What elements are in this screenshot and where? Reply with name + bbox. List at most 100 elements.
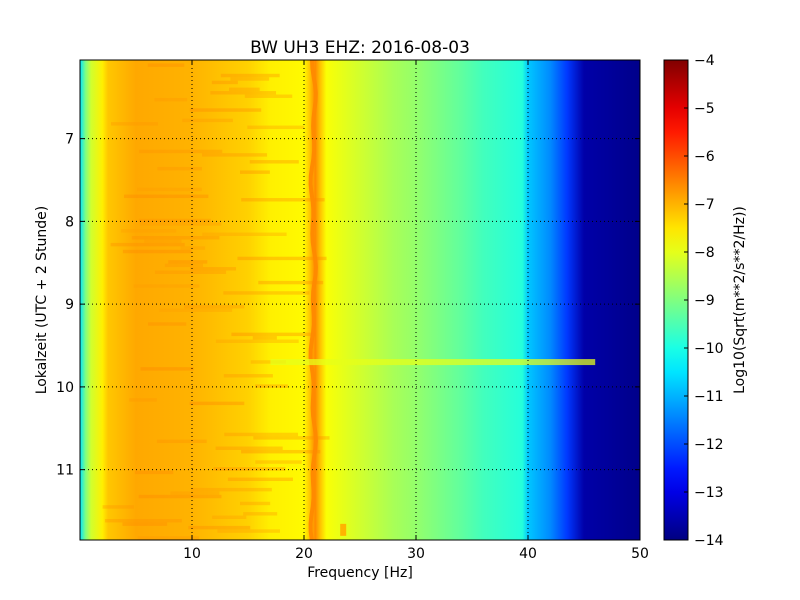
x-axis: 10 20 30 40 50	[183, 60, 649, 562]
colorbar-tick-label: −9	[694, 293, 715, 309]
spectrogram-row	[138, 149, 223, 154]
spectrogram-row	[215, 446, 283, 450]
spectrogram-row	[189, 108, 262, 112]
spectrogram-row	[157, 166, 202, 171]
colorbar-tick-label: −13	[694, 485, 724, 501]
spectrogram-row	[140, 367, 194, 371]
x-tick-label: 40	[519, 546, 537, 562]
spectrogram-row	[244, 94, 293, 98]
spectrogram-row	[255, 460, 302, 464]
spectrogram-row	[223, 291, 310, 295]
spectrogram-row	[253, 436, 330, 440]
spectrogram-row	[122, 249, 192, 254]
spectrogram-row	[120, 229, 177, 233]
spectrogram-row	[211, 80, 238, 85]
spectrogram-row	[137, 536, 200, 540]
spectrogram-row	[134, 470, 174, 475]
spectrogram-row	[190, 267, 237, 271]
spectrogram-row	[170, 491, 220, 495]
y-tick-label: 11	[56, 463, 74, 479]
y-axis: 7 8 9 10 11	[56, 132, 640, 479]
spectrogram-row	[139, 222, 222, 226]
spectrogram-base	[80, 60, 640, 540]
spectrogram-row	[240, 170, 270, 174]
spectral-line	[308, 60, 318, 540]
y-tick-label: 7	[65, 132, 74, 148]
chart-title: BW UH3 EHZ: 2016-08-03	[250, 38, 470, 58]
spectrogram-row	[124, 194, 209, 199]
spectrogram-row	[239, 501, 271, 506]
broadband-event	[270, 359, 596, 366]
spectrogram-row	[247, 125, 305, 130]
spectrogram-row	[110, 242, 185, 247]
spectral-features	[270, 60, 596, 540]
x-axis-label: Frequency [Hz]	[307, 565, 413, 581]
spectrogram-row	[164, 263, 204, 268]
spectrogram-row	[182, 118, 233, 123]
spectrogram-row	[215, 339, 299, 343]
spectrogram-row	[133, 284, 200, 288]
spectrogram-row	[129, 398, 157, 402]
spectrogram-row	[249, 160, 299, 164]
plot-area	[80, 60, 640, 540]
colorbar-ticks: −4 −5 −6 −7 −8 −9 −10 −11 −12 −13 −14	[684, 53, 724, 549]
colorbar-label: Log10(Sqrt(m**2/s**2/Hz))	[732, 206, 748, 394]
x-tick-label: 30	[407, 546, 425, 562]
x-tick-label: 50	[631, 546, 649, 562]
colorbar-tick-label: −5	[694, 101, 715, 117]
spectrogram-row	[188, 525, 251, 530]
late-spectral-line	[340, 523, 347, 536]
spectrogram-row	[144, 239, 182, 243]
colorbar-tick-label: −4	[694, 53, 715, 69]
colorbar-tick-label: −8	[694, 245, 715, 261]
spectrogram-row	[210, 91, 277, 95]
spectrogram-row	[148, 322, 187, 326]
spectrogram-row	[138, 494, 222, 499]
spectrogram-row	[213, 467, 286, 471]
grid-lines	[80, 60, 640, 540]
spectrogram-row	[102, 505, 134, 509]
spectrogram-row	[159, 308, 233, 312]
spectrogram-row	[190, 487, 272, 492]
spectrogram-row	[138, 218, 211, 223]
y-axis-label: Lokalzeit (UTC + 2 Stunde)	[34, 206, 50, 395]
spectrogram-row	[136, 187, 202, 192]
spectrogram-row	[212, 515, 247, 519]
spectrogram-row	[241, 449, 321, 454]
colorbar-tick-label: −10	[694, 341, 724, 357]
spectrogram-row	[147, 63, 185, 67]
colorbar-tick-label: −7	[694, 197, 715, 213]
y-tick-label: 10	[56, 380, 74, 396]
time-rows	[102, 63, 330, 540]
spectrogram-row	[241, 198, 325, 202]
spectrogram-row	[258, 280, 324, 285]
spectrogram-row	[180, 246, 206, 250]
spectrogram-row	[104, 518, 182, 523]
colorbar: −4 −5 −6 −7 −8 −9 −10 −11 −12 −13 −14 Log10(Sqrt(m…	[663, 53, 748, 549]
spectrogram-row	[131, 236, 220, 240]
spectrogram-row	[255, 384, 288, 388]
spectrogram-row	[250, 360, 286, 364]
spectrogram-row	[168, 260, 208, 264]
spectrogram-row	[227, 477, 293, 482]
spectrogram-row	[231, 332, 316, 337]
spectrogram-row	[220, 73, 280, 78]
x-tick-label: 10	[183, 546, 201, 562]
spectrogram-row	[243, 512, 278, 516]
spectrogram-row	[156, 439, 207, 444]
spectrogram-row	[111, 122, 158, 126]
spectrogram-row	[252, 336, 277, 340]
spectrogram-row	[184, 305, 245, 309]
spectrogram-row	[122, 522, 168, 526]
spectrogram-row	[237, 256, 327, 261]
spectrogram-row	[229, 87, 260, 92]
x-tick-label: 20	[295, 546, 313, 562]
spectrogram-row	[202, 232, 287, 237]
y-tick-label: 8	[65, 214, 74, 230]
spectrogram-row	[189, 401, 245, 406]
spectrogram-row	[154, 97, 188, 102]
spectrogram-row	[154, 270, 227, 274]
plot-frame	[79, 59, 641, 541]
colorbar-tick-label: −6	[694, 149, 715, 165]
